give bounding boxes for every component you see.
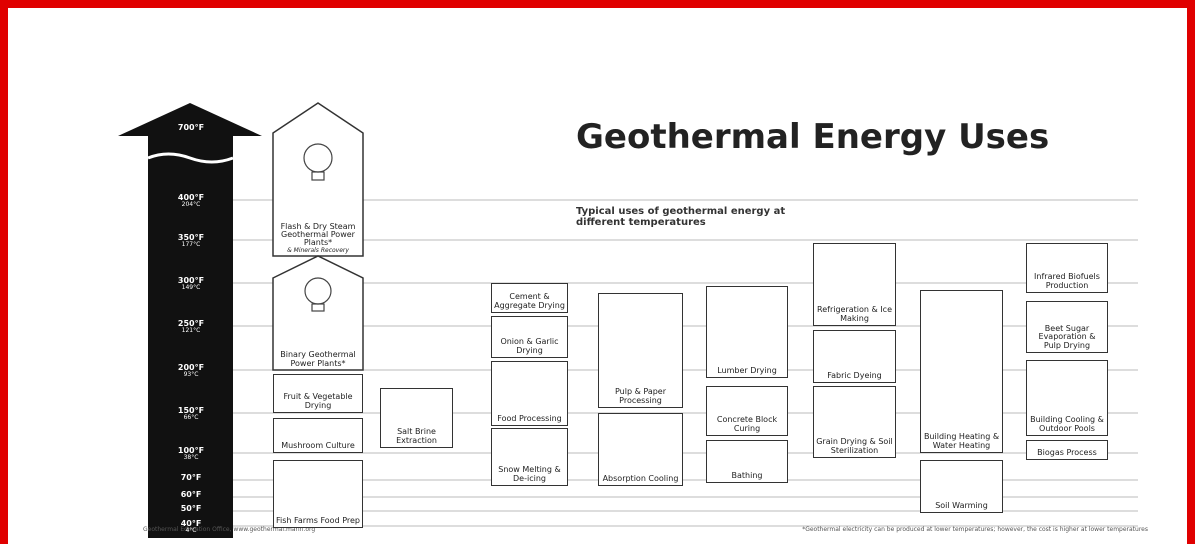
use-label: Soil Warming xyxy=(923,502,1000,510)
celsius: 93°C xyxy=(156,372,226,378)
use-label: Binary Geothermal Power Plants* xyxy=(275,351,361,368)
use-box: Infrared Biofuels Production xyxy=(1026,243,1108,293)
use-note: & Minerals Recovery xyxy=(275,248,361,254)
title: Geothermal Energy Uses xyxy=(576,120,1049,156)
use-box: Concrete Block Curing xyxy=(706,386,788,436)
temperature-label: 50°F xyxy=(156,505,226,513)
temperature-label: 60°F xyxy=(156,491,226,499)
fahrenheit: 70°F xyxy=(181,473,202,482)
use-box: Building Cooling & Outdoor Pools xyxy=(1026,360,1108,436)
celsius: 177°C xyxy=(156,242,226,248)
celsius: 66°C xyxy=(156,415,226,421)
use-box: Absorption Cooling xyxy=(598,413,683,486)
celsius: 121°C xyxy=(156,328,226,334)
use-label: Refrigeration & Ice Making xyxy=(816,306,893,323)
use-label: Salt Brine Extraction xyxy=(383,428,450,445)
use-box: Snow Melting & De-icing xyxy=(491,428,568,486)
use-box: Soil Warming xyxy=(920,460,1003,513)
use-box: Fabric Dyeing xyxy=(813,330,896,383)
use-label: Infrared Biofuels Production xyxy=(1029,273,1105,290)
use-label: Fabric Dyeing xyxy=(816,372,893,380)
use-label: Absorption Cooling xyxy=(601,475,680,483)
use-box: Grain Drying & Soil Sterilization xyxy=(813,386,896,458)
fahrenheit: 700°F xyxy=(178,123,204,132)
use-label: Fruit & Vegetable Drying xyxy=(276,393,360,410)
use-box: Binary Geothermal Power Plants* xyxy=(273,256,363,370)
use-box: Bathing xyxy=(706,440,788,483)
use-label: Food Processing xyxy=(494,415,565,423)
use-label: Snow Melting & De-icing xyxy=(494,466,565,483)
footnote: *Geothermal electricity can be produced … xyxy=(728,526,1148,533)
use-label: Lumber Drying xyxy=(709,367,785,375)
fahrenheit: 60°F xyxy=(181,490,202,499)
fahrenheit: 50°F xyxy=(181,504,202,513)
use-label: Building Cooling & Outdoor Pools xyxy=(1029,416,1105,433)
use-label: Mushroom Culture xyxy=(276,442,360,450)
use-box: Food Processing xyxy=(491,361,568,426)
use-label: Onion & Garlic Drying xyxy=(494,338,565,355)
use-label: Concrete Block Curing xyxy=(709,416,785,433)
celsius: 4°C xyxy=(156,528,226,534)
use-box: Onion & Garlic Drying xyxy=(491,316,568,358)
celsius: 204°C xyxy=(156,202,226,208)
temperature-label: 70°F xyxy=(156,474,226,482)
subtitle: Typical uses of geothermal energy at dif… xyxy=(576,206,816,228)
use-label: Flash & Dry Steam Geothermal Power Plant… xyxy=(275,223,361,248)
celsius: 149°C xyxy=(156,285,226,291)
use-label: Beet Sugar Evaporation & Pulp Drying xyxy=(1029,325,1105,350)
celsius: 38°C xyxy=(156,455,226,461)
use-label: Building Heating & Water Heating xyxy=(923,433,1000,450)
infographic: Geothermal Energy Uses Typical uses of g… xyxy=(0,0,1195,544)
use-box: Salt Brine Extraction xyxy=(380,388,453,448)
use-box: Pulp & Paper Processing xyxy=(598,293,683,408)
use-label: Bathing xyxy=(709,472,785,480)
use-box: Cement & Aggregate Drying xyxy=(491,283,568,313)
use-box: Biogas Process xyxy=(1026,440,1108,460)
use-box: Refrigeration & Ice Making xyxy=(813,243,896,326)
use-label: Fish Farms Food Prep xyxy=(276,517,360,525)
use-label: Cement & Aggregate Drying xyxy=(494,293,565,310)
use-label: Biogas Process xyxy=(1029,449,1105,457)
use-box: Fish Farms Food Prep xyxy=(273,460,363,528)
use-box: Fruit & Vegetable Drying xyxy=(273,374,363,413)
use-label: Grain Drying & Soil Sterilization xyxy=(816,438,893,455)
use-box: Beet Sugar Evaporation & Pulp Drying xyxy=(1026,301,1108,353)
use-box: Flash & Dry Steam Geothermal Power Plant… xyxy=(273,103,363,256)
use-box: Lumber Drying xyxy=(706,286,788,378)
use-label: Pulp & Paper Processing xyxy=(601,388,680,405)
use-box: Mushroom Culture xyxy=(273,418,363,453)
use-box: Building Heating & Water Heating xyxy=(920,290,1003,453)
temperature-label: 700°F xyxy=(156,124,226,132)
